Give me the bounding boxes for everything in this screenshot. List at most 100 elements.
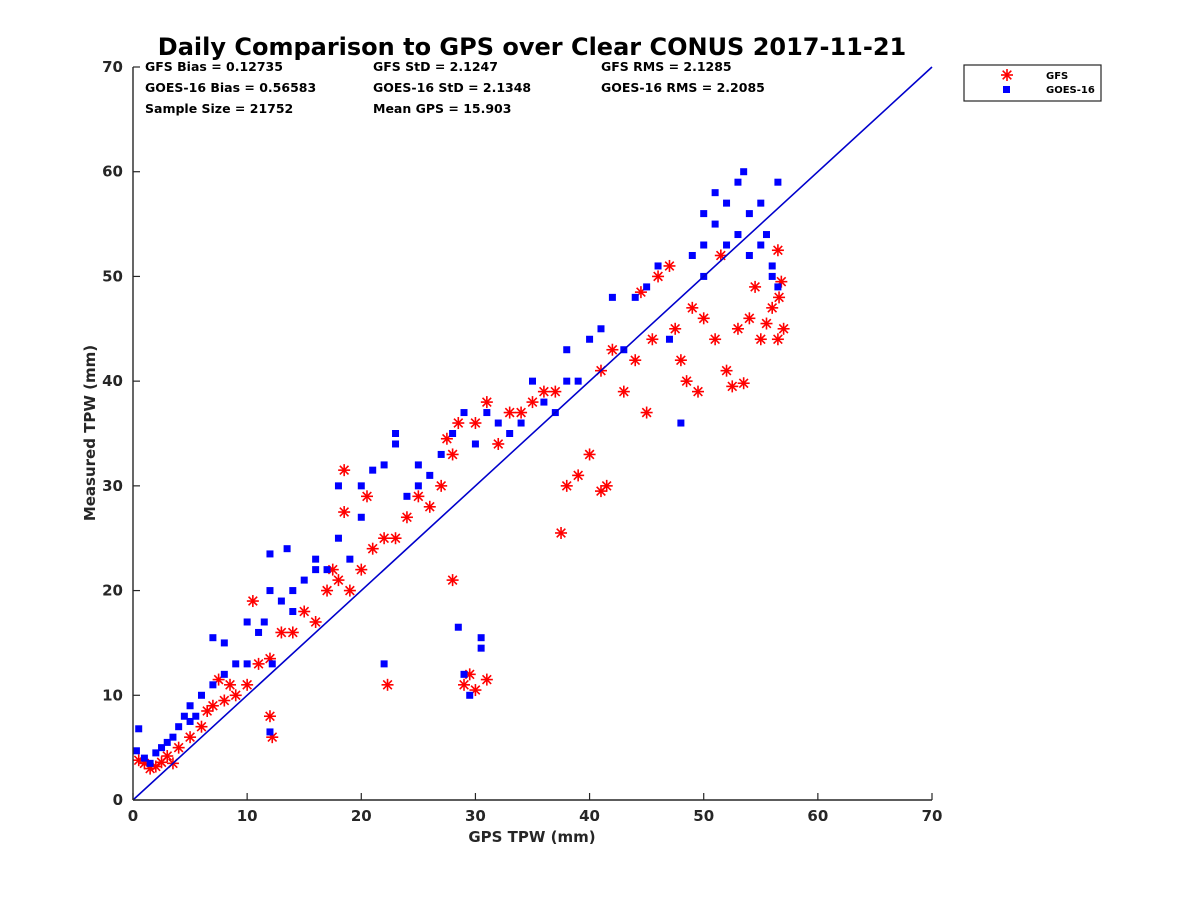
gfs-point (343, 584, 356, 597)
goes-point (563, 377, 571, 385)
goes-point (392, 440, 400, 448)
gfs-point (503, 406, 516, 419)
stat-goes-rms: GOES-16 RMS = 2.2085 (601, 80, 765, 95)
gfs-point (773, 291, 786, 304)
gfs-point (731, 322, 744, 335)
gfs-point (749, 280, 762, 293)
goes-point (483, 409, 491, 417)
goes-point (723, 199, 731, 207)
stat-gfs-bias: GFS Bias = 0.12735 (145, 59, 283, 74)
goes-point (506, 430, 514, 437)
y-tick-label: 10 (102, 686, 123, 704)
gfs-point (720, 364, 733, 377)
goes-point (768, 272, 776, 280)
goes-point (757, 241, 765, 249)
y-tick-label: 70 (102, 58, 123, 76)
gfs-point (412, 490, 425, 503)
goes-point (700, 241, 708, 249)
stat-goes-std: GOES-16 StD = 2.1348 (373, 80, 531, 95)
gfs-point (218, 694, 231, 707)
stat-gfs-std: GFS StD = 2.1247 (373, 59, 498, 74)
goes-point (312, 555, 320, 563)
gfs-point (378, 532, 391, 545)
y-ticks: 0 10 20 30 40 50 60 70 (102, 58, 140, 809)
gfs-point (172, 741, 185, 754)
gfs-point (526, 396, 539, 409)
goes-point (460, 670, 468, 678)
goes-point (688, 251, 696, 259)
stat-goes-bias: GOES-16 Bias = 0.56583 (145, 80, 316, 95)
gfs-point (480, 396, 493, 409)
goes-point (477, 634, 485, 642)
goes-point (180, 712, 188, 720)
gfs-point (400, 511, 413, 524)
goes-point (734, 231, 742, 239)
gfs-point (606, 343, 619, 356)
goes-point (163, 738, 171, 746)
goes-point (608, 293, 616, 301)
goes-point (255, 628, 263, 636)
x-tick-label: 20 (351, 807, 372, 825)
gfs-point (646, 333, 659, 346)
goes-point (243, 660, 251, 668)
gfs-point (381, 678, 394, 691)
gfs-point (366, 542, 379, 555)
gfs-point (726, 380, 739, 393)
goes-point (220, 670, 228, 678)
goes-point (517, 419, 525, 427)
goes-point (466, 691, 474, 699)
goes-point (414, 461, 422, 469)
gfs-point (423, 500, 436, 513)
one-to-one-line (132, 66, 933, 801)
goes-point (186, 702, 194, 710)
gfs-point (771, 333, 784, 346)
legend-goes-marker (1003, 86, 1010, 93)
goes-point (734, 178, 742, 186)
gfs-point (275, 626, 288, 639)
goes-point (426, 471, 434, 479)
gfs-point (435, 479, 448, 492)
goes-point (232, 660, 240, 668)
gfs-point (195, 720, 208, 733)
x-tick-label: 70 (922, 807, 943, 825)
gfs-point (458, 678, 471, 691)
goes-point (266, 587, 274, 595)
gfs-point (771, 244, 784, 257)
goes-point (665, 335, 673, 343)
goes-point (757, 199, 765, 207)
gfs-point (229, 689, 242, 702)
goes-point (745, 251, 753, 259)
goes-point (586, 335, 594, 343)
gfs-point (754, 333, 767, 346)
goes-point (268, 660, 276, 668)
goes-point (477, 644, 485, 652)
y-tick-label: 0 (113, 791, 123, 809)
y-tick-label: 60 (102, 163, 123, 181)
goes-point (494, 419, 502, 427)
gfs-point (766, 301, 779, 314)
goes-point (700, 210, 708, 218)
gfs-point (515, 406, 528, 419)
goes-point (380, 660, 388, 668)
gfs-point (709, 333, 722, 346)
goes-point (220, 639, 228, 647)
gfs-point (355, 563, 368, 576)
goes-point (774, 178, 782, 186)
goes-point (574, 377, 582, 385)
gfs-point (629, 354, 642, 367)
legend: GFS GOES-16 (963, 64, 1102, 102)
goes-point (677, 419, 685, 427)
gfs-point (446, 574, 459, 587)
stat-mean-gps: Mean GPS = 15.903 (373, 101, 511, 116)
gfs-point (600, 479, 613, 492)
goes-point (209, 634, 217, 642)
gfs-point (555, 526, 568, 539)
gfs-point (332, 574, 345, 587)
goes-point (711, 220, 719, 228)
goes-point (266, 550, 274, 558)
x-tick-label: 40 (579, 807, 600, 825)
goes-point (392, 430, 400, 437)
goes-point (529, 377, 536, 385)
gfs-point (480, 673, 493, 686)
gfs-point (560, 479, 573, 492)
